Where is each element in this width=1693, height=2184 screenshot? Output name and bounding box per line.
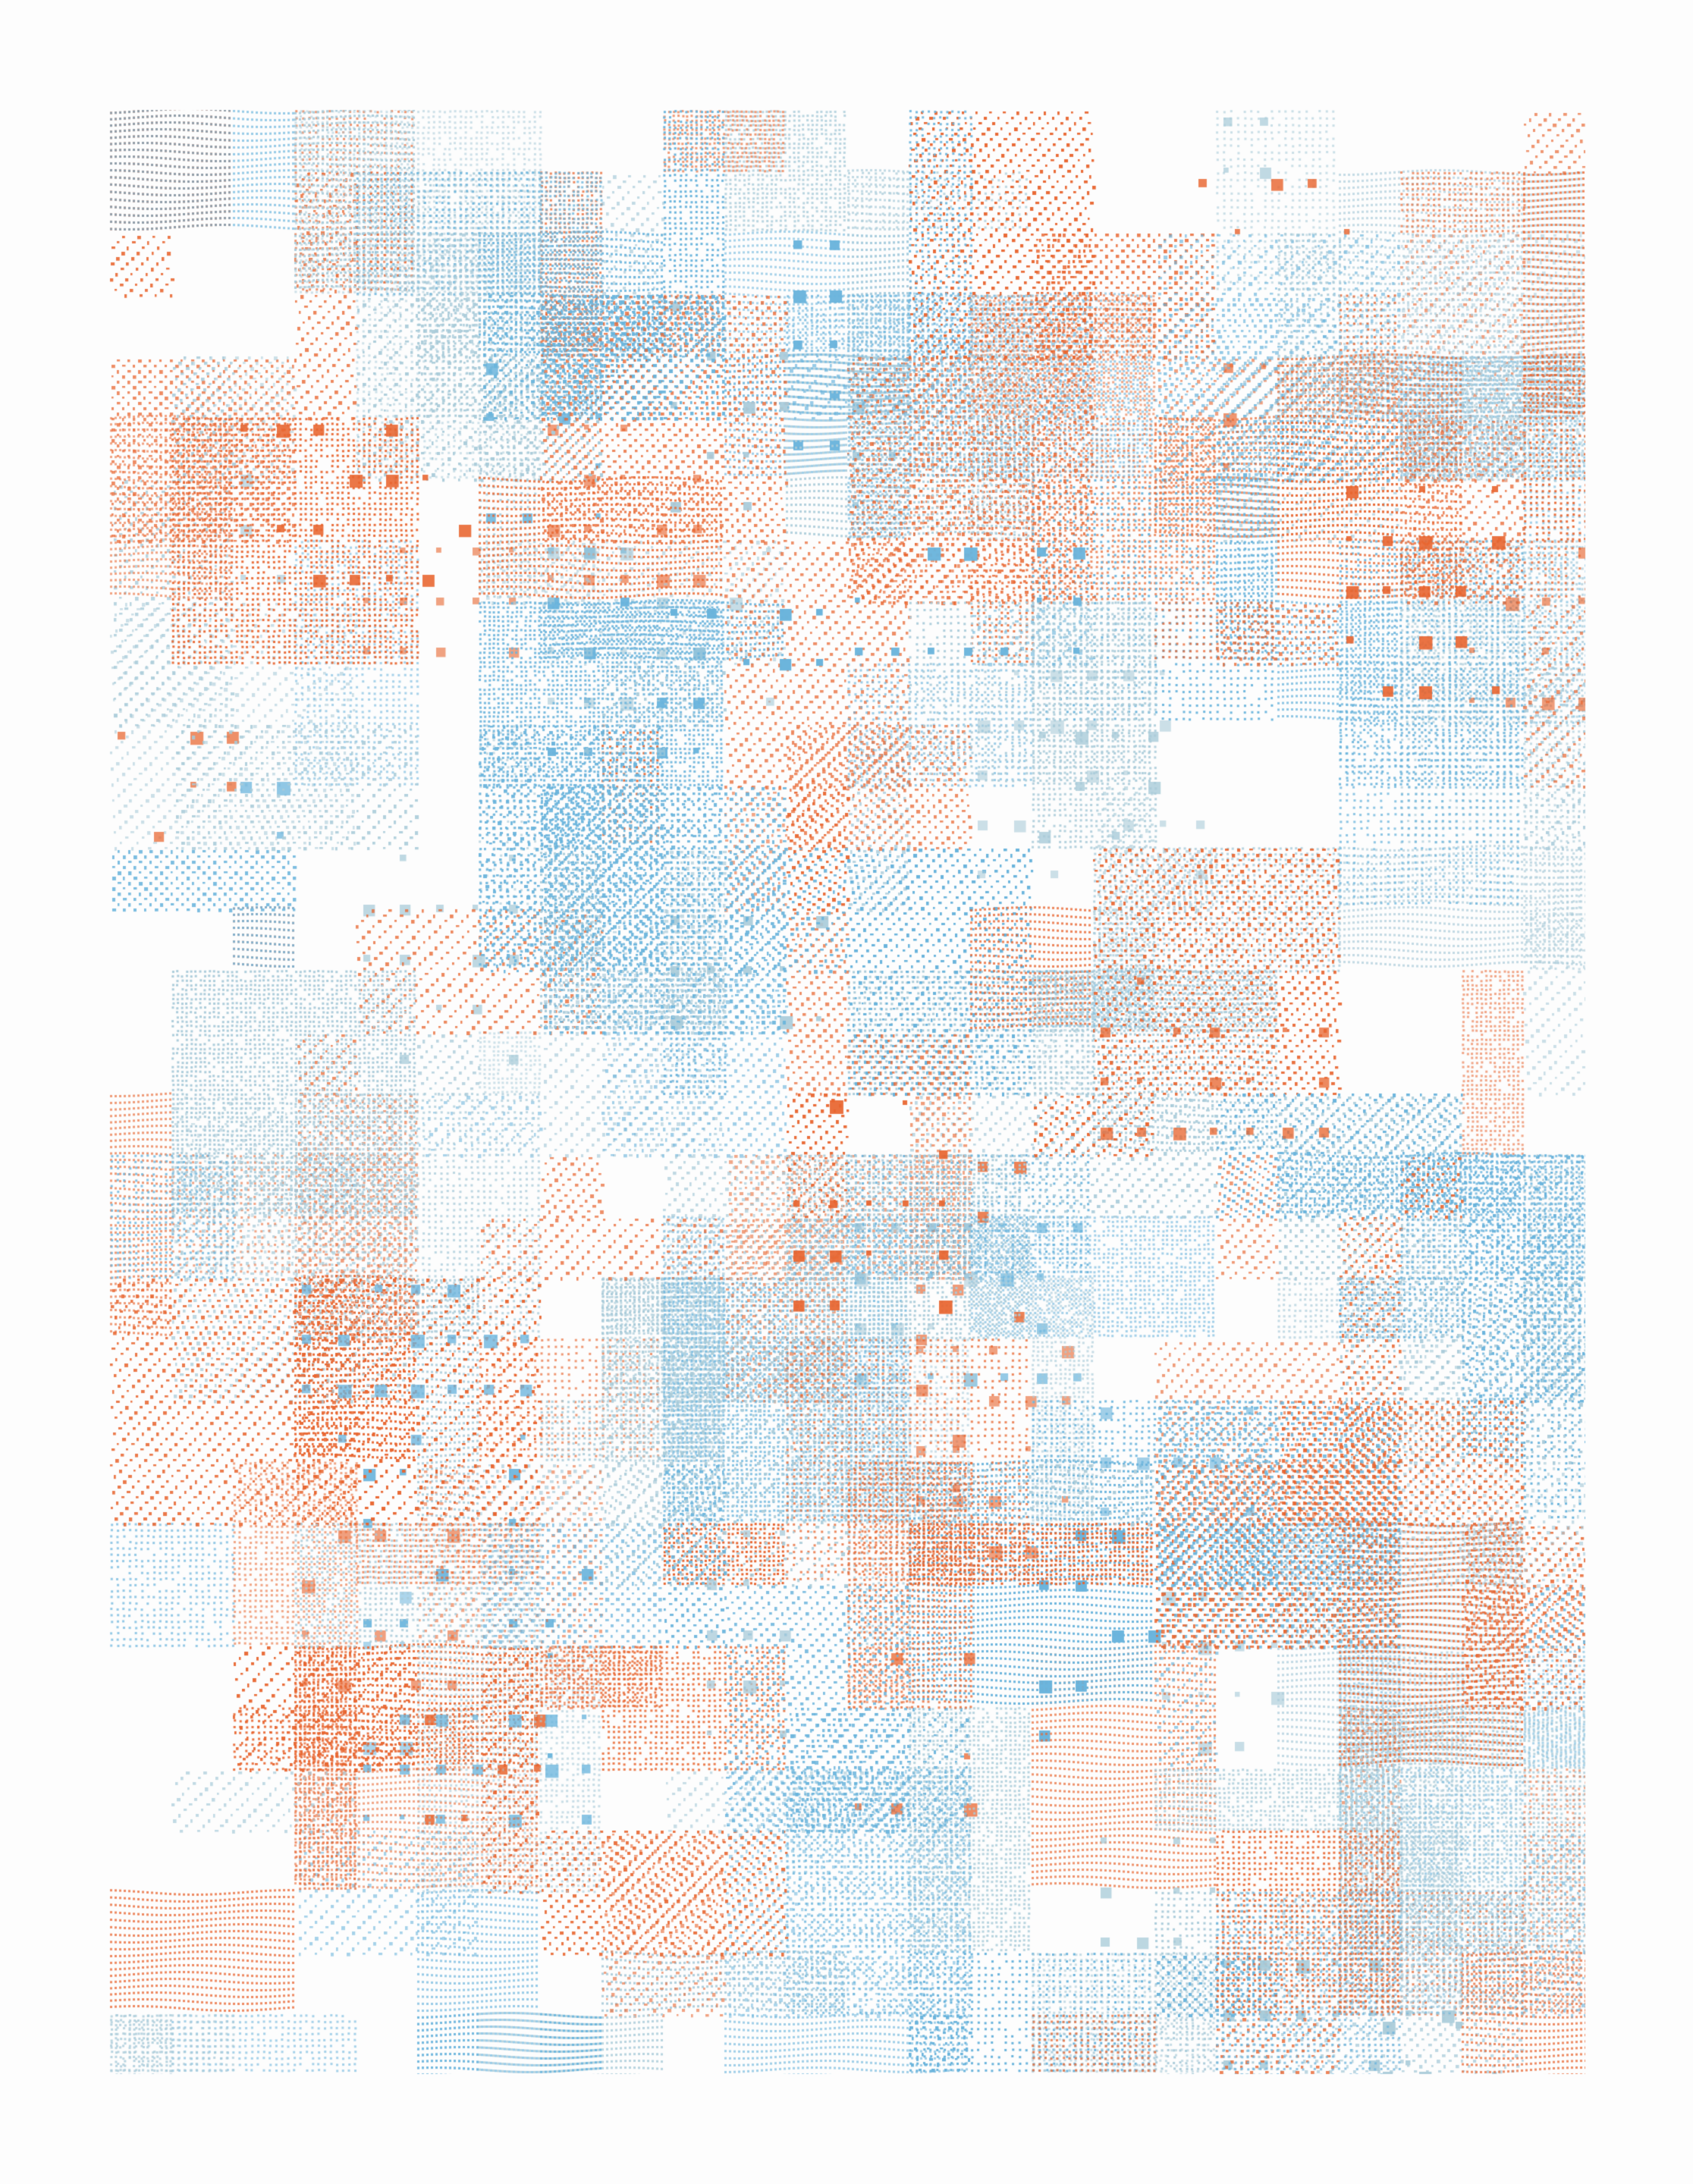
generative-artwork-canvas [0, 0, 1693, 2184]
